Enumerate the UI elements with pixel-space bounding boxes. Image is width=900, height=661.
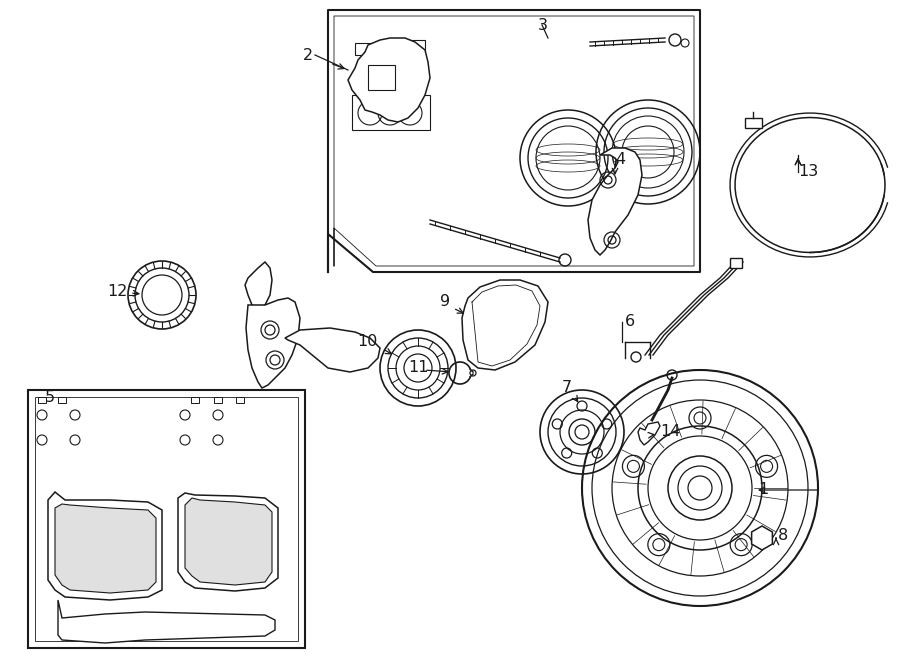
- Polygon shape: [58, 600, 275, 643]
- Text: 11: 11: [408, 360, 428, 375]
- Polygon shape: [246, 298, 300, 388]
- Polygon shape: [178, 493, 278, 591]
- Polygon shape: [55, 504, 156, 593]
- Polygon shape: [638, 422, 660, 445]
- Polygon shape: [348, 38, 430, 122]
- Polygon shape: [245, 262, 272, 308]
- Text: 3: 3: [538, 17, 548, 32]
- Polygon shape: [462, 280, 548, 370]
- Polygon shape: [588, 148, 642, 255]
- Polygon shape: [368, 65, 395, 90]
- Bar: [28, 390, 305, 648]
- Text: 7: 7: [562, 381, 572, 395]
- Text: 6: 6: [625, 315, 635, 329]
- Polygon shape: [236, 397, 244, 403]
- Text: 5: 5: [45, 389, 55, 405]
- Polygon shape: [730, 258, 742, 268]
- Polygon shape: [191, 397, 199, 403]
- Text: 1: 1: [758, 483, 769, 498]
- Text: 4: 4: [615, 153, 626, 167]
- Text: 2: 2: [303, 48, 313, 63]
- Text: 9: 9: [440, 295, 450, 309]
- Text: 12: 12: [108, 284, 128, 299]
- Polygon shape: [185, 498, 272, 585]
- Polygon shape: [48, 492, 162, 600]
- Polygon shape: [405, 40, 425, 52]
- Text: 8: 8: [778, 527, 788, 543]
- Polygon shape: [745, 118, 762, 128]
- Text: 14: 14: [660, 424, 680, 440]
- Polygon shape: [38, 397, 46, 403]
- Polygon shape: [285, 328, 380, 372]
- Polygon shape: [214, 397, 222, 403]
- Bar: [35, 397, 298, 641]
- Polygon shape: [352, 95, 430, 130]
- Text: 13: 13: [798, 165, 818, 180]
- Polygon shape: [58, 397, 66, 403]
- Text: 10: 10: [357, 334, 378, 350]
- Polygon shape: [355, 43, 375, 55]
